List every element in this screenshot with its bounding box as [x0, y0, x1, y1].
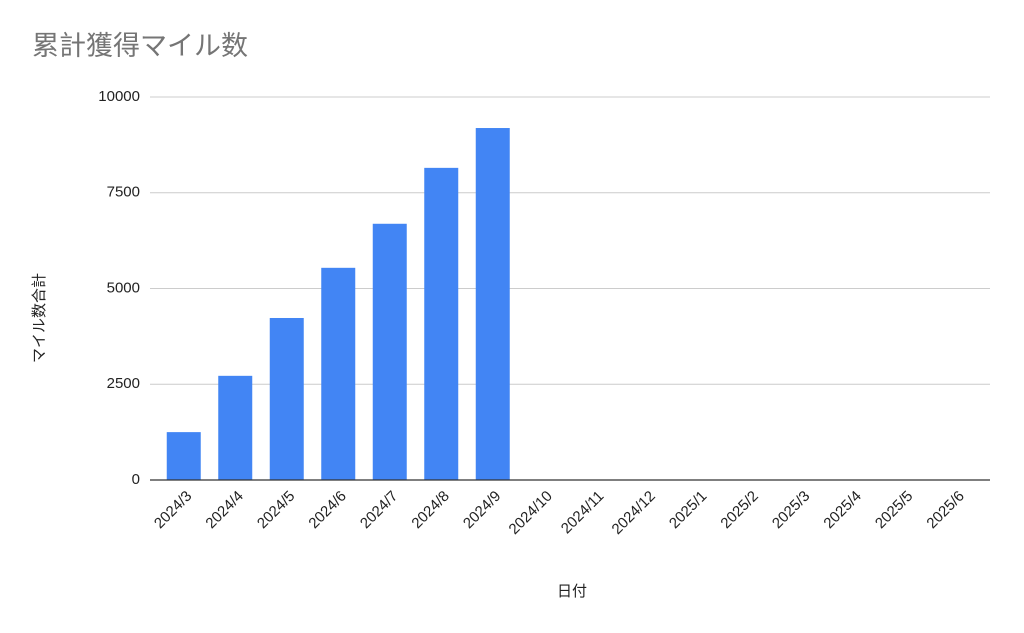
y-tick-label: 7500: [107, 184, 140, 201]
bar: [372, 223, 407, 480]
x-tick-label: 2025/3: [769, 488, 813, 532]
y-axis-label: マイル数合計: [31, 273, 48, 363]
x-tick-label: 2025/4: [820, 488, 864, 532]
x-tick-label: 2024/9: [460, 488, 504, 532]
x-tick-label: 2024/11: [558, 488, 608, 538]
bar: [218, 375, 253, 480]
bar: [424, 167, 459, 481]
y-tick-label: 5000: [107, 279, 140, 296]
y-tick-label: 0: [132, 471, 140, 488]
x-tick-label: 2024/4: [202, 488, 246, 532]
x-tick-label: 2024/8: [408, 488, 452, 532]
chart-title: 累計獲得マイル数: [32, 31, 248, 61]
x-tick-label: 2024/3: [151, 488, 195, 532]
x-tick-label: 2024/5: [254, 488, 298, 532]
x-tick-label: 2025/5: [872, 488, 916, 532]
bar: [166, 432, 201, 480]
x-tick-label: 2024/6: [305, 488, 349, 532]
x-axis-label: 日付: [557, 583, 587, 600]
y-tick-label: 10000: [98, 88, 140, 105]
bar: [269, 317, 304, 480]
bar: [321, 267, 356, 480]
x-tick-label: 2024/12: [609, 488, 659, 538]
x-tick-label: 2025/1: [666, 488, 710, 532]
bar: [475, 128, 510, 480]
x-tick-label: 2025/2: [717, 488, 761, 532]
x-tick-label: 2024/7: [357, 488, 401, 532]
x-tick-label: 2025/6: [923, 488, 967, 532]
y-tick-label: 2500: [107, 375, 140, 392]
x-tick-label: 2024/10: [506, 488, 556, 538]
